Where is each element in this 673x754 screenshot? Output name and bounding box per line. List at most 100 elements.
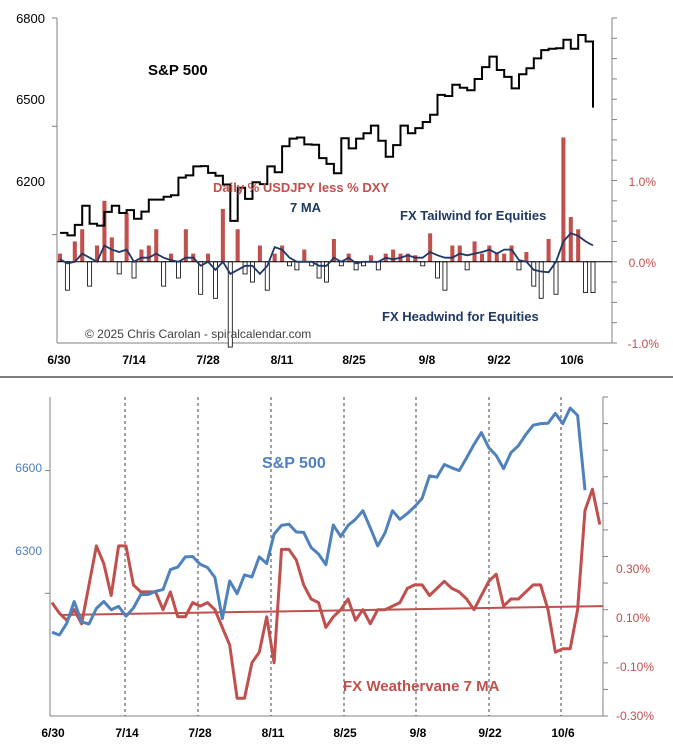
bottom-x-tick-1006: 10/6: [551, 726, 575, 740]
bottom-x-tick-0630: 6/30: [41, 726, 65, 740]
fx-bar-positive: [576, 229, 581, 262]
fx-bar-negative: [538, 261, 544, 299]
spx-line: [51, 406, 587, 637]
fx-trend-line: [59, 605, 604, 616]
fx-bar-positive: [450, 245, 455, 262]
fx-bar-negative: [435, 261, 440, 279]
fx-bar-positive: [183, 229, 188, 262]
top-fx-tick-0pct: 0.0%: [629, 256, 657, 270]
fx-bar-negative: [131, 261, 137, 279]
bottom-x-tick-0908: 9/8: [410, 726, 427, 740]
fx-bar-negative: [250, 261, 255, 283]
ma-line: [59, 232, 594, 276]
fx-bar-negative: [242, 261, 248, 275]
copyright: © 2025 Chris Carolan - spiralcalendar.co…: [85, 327, 311, 341]
fx-bar-positive: [80, 229, 85, 262]
fx-bar-positive: [72, 241, 77, 262]
bottom-weathervane-series: [50, 487, 602, 700]
fx-bar-positive: [561, 137, 566, 262]
fx-bar-negative: [294, 261, 300, 271]
fx-bar-positive: [257, 245, 262, 262]
top-bars-label: Daily % USDJPY less % DXY: [213, 180, 389, 195]
fx-bar-positive: [368, 255, 373, 262]
fx-bar-negative: [64, 261, 70, 291]
top-x-tick-0922: 9/22: [487, 353, 511, 367]
fx-bar-positive: [169, 253, 174, 262]
bottom-tick-marks: [45, 396, 608, 717]
top-x-tick-0908: 9/8: [419, 353, 436, 367]
fx-bar-positive: [94, 245, 100, 262]
fx-bar-positive: [154, 229, 159, 262]
fx-bar-negative: [116, 261, 122, 275]
bottom-x-tick-0714: 7/14: [115, 726, 139, 740]
bottom-y-tick-6600: 6600: [15, 461, 42, 475]
fx-bar-negative: [375, 261, 381, 271]
fx-bar-negative: [287, 261, 292, 267]
bottom-x-tick-0922: 9/22: [478, 726, 502, 740]
bottom-x-tick-0728: 7/28: [188, 726, 212, 740]
fx-bar-negative: [531, 261, 537, 287]
fx-bar-negative: [161, 261, 167, 287]
bottom-fx-tick-neg010: -0.10%: [616, 660, 654, 674]
fx-bar-negative: [420, 261, 426, 267]
top-x-tick-0728: 7/28: [196, 353, 220, 367]
fx-bar-negative: [583, 261, 589, 294]
fx-bar-positive: [428, 233, 433, 262]
fx-bar-positive: [391, 249, 396, 262]
top-ma-label: 7 MA: [290, 200, 322, 215]
top-x-tick-1006: 10/6: [560, 353, 584, 367]
fx-bar-positive: [479, 253, 484, 262]
fx-bar-negative: [176, 261, 181, 279]
top-fx-tick-neg1pct: -1.0%: [628, 337, 660, 351]
bottom-trend-line: [59, 605, 604, 616]
bottom-fx-tick-neg030: -0.30%: [616, 709, 654, 723]
fx-bar-negative: [516, 261, 522, 271]
spx-line: [60, 34, 594, 237]
fx-bar-positive: [487, 245, 492, 262]
fx-bar-positive: [568, 217, 573, 262]
bottom-fx-label: FX Weathervane 7 MA: [343, 678, 500, 695]
fx-bar-positive: [57, 253, 63, 262]
fx-bar-positive: [494, 253, 499, 262]
bottom-y-tick-6300: 6300: [15, 544, 42, 558]
fx-bar-positive: [405, 253, 410, 262]
fx-bar-positive: [546, 239, 551, 262]
top-tailwind-label: FX Tailwind for Equities: [400, 208, 546, 223]
bottom-spx-label: S&P 500: [262, 455, 326, 472]
fx-bar-positive: [102, 200, 107, 262]
fx-bar-positive: [524, 252, 529, 262]
fx-bar-positive: [331, 239, 336, 262]
bottom-vertical-gridlines: [124, 397, 562, 716]
top-y-tick-6500: 6500: [16, 92, 45, 107]
fx-bar-positive: [206, 253, 211, 262]
fx-bar-positive: [302, 249, 307, 262]
fx-bar-negative: [87, 261, 93, 287]
bottom-chart: 6600 6300 0.30% 0.10% -0.10% -0.30% 6/30…: [15, 396, 654, 740]
top-x-tick-0811: 8/11: [271, 353, 294, 367]
top-tick-marks: [52, 17, 617, 344]
top-headwind-label: FX Headwind for Equities: [382, 309, 539, 324]
top-x-tick-0630: 6/30: [47, 353, 71, 367]
bottom-x-tick-0825: 8/25: [333, 726, 357, 740]
top-y-tick-6800: 6800: [16, 11, 45, 26]
top-x-tick-0825: 8/25: [342, 353, 366, 367]
top-chart: 6800 6500 6200 1.0% 0.0% -1.0% 6/30 7/14…: [16, 11, 659, 367]
fx-bar-positive: [220, 208, 225, 262]
bottom-fx-tick-010: 0.10%: [616, 611, 650, 625]
fx-bar-positive: [124, 213, 129, 262]
top-y-tick-6200: 6200: [16, 174, 45, 189]
top-spx-label: S&P 500: [148, 62, 208, 79]
fx-bar-positive: [472, 241, 477, 262]
top-fx-tick-1pct: 1.0%: [629, 175, 657, 189]
fx-bar-negative: [553, 261, 559, 295]
fx-bar-positive: [139, 249, 144, 262]
bottom-x-tick-0811: 8/11: [262, 726, 285, 740]
top-ma-series: [59, 232, 594, 276]
bottom-spx-series: [51, 406, 587, 637]
fx-bar-negative: [442, 261, 448, 291]
fx-bar-positive: [502, 253, 507, 262]
top-x-tick-0714: 7/14: [122, 353, 146, 367]
fx-bar-positive: [272, 253, 277, 262]
fx-bar-positive: [280, 245, 285, 262]
